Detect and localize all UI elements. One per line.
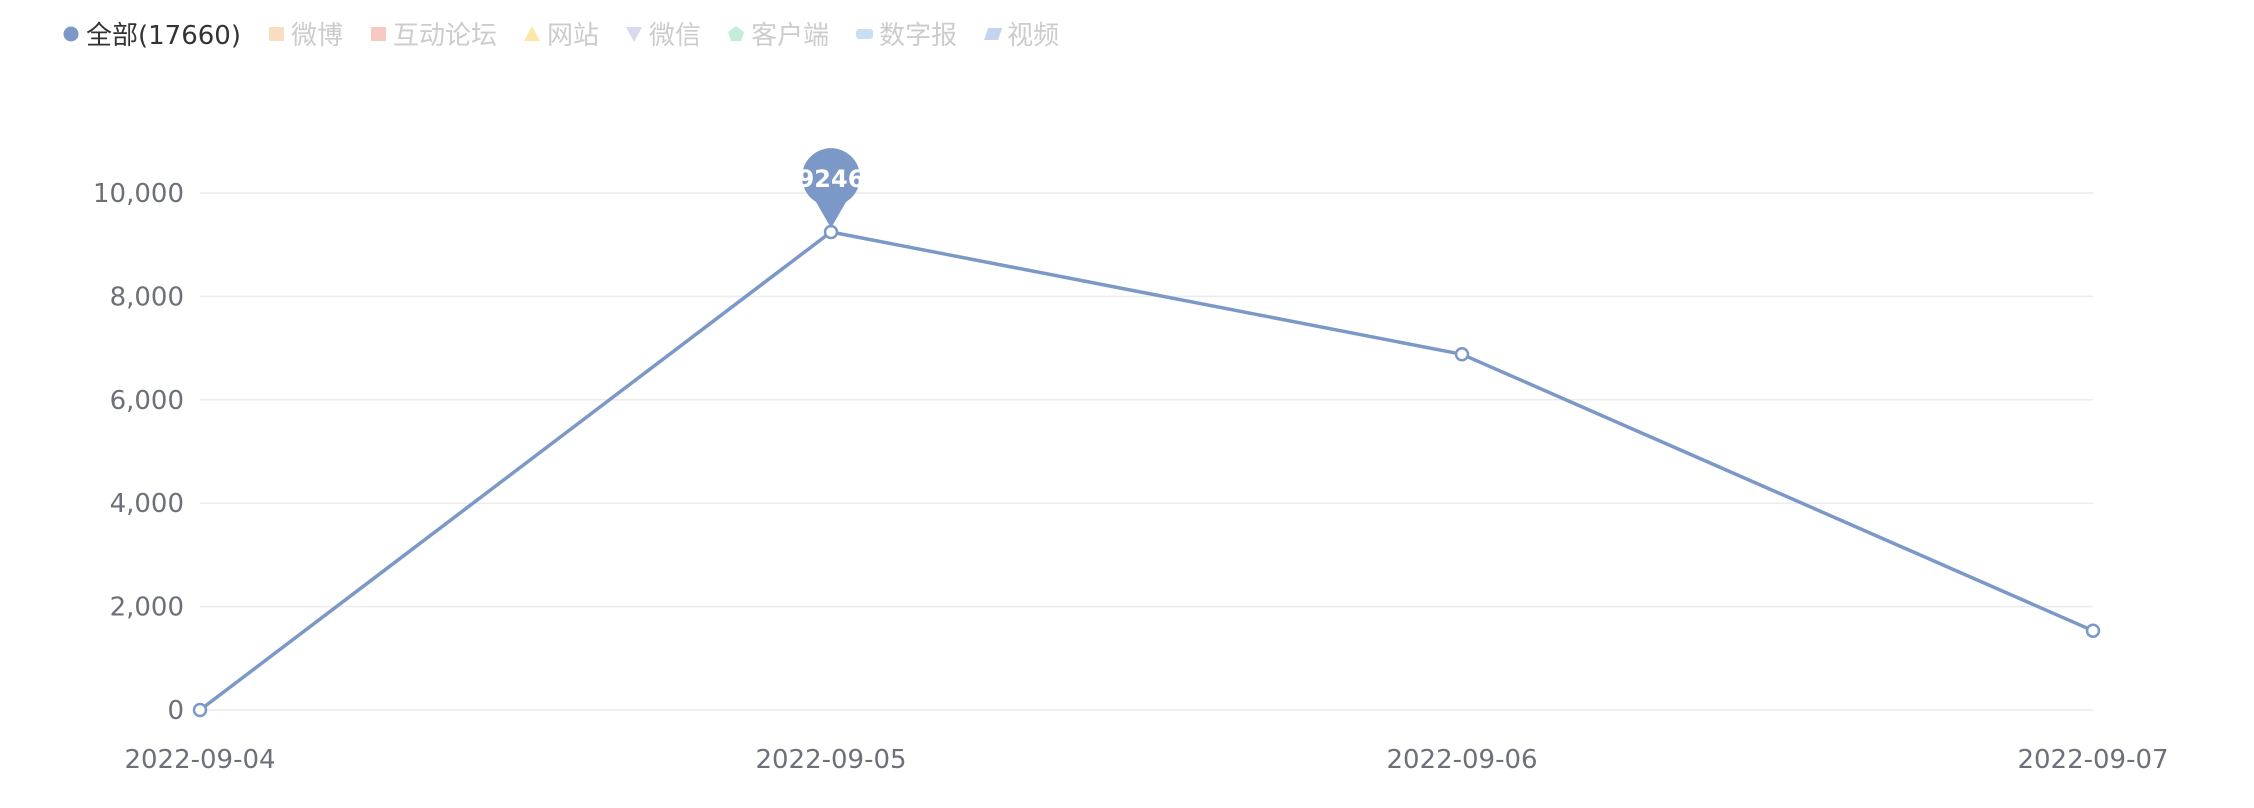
- data-points: [192, 224, 2101, 718]
- legend-item-1[interactable]: 微博: [269, 21, 343, 51]
- y-tick-label: 6,000: [110, 386, 184, 416]
- max-pin-label: 9246: [798, 165, 865, 193]
- y-axis-ticks: 0 2,000 4,000 6,000 8,000 10,000: [93, 179, 184, 726]
- legend-label: 全部(17660): [86, 21, 241, 51]
- legend-label: 数字报: [879, 21, 957, 51]
- legend-parallelogram-icon: [984, 28, 1003, 40]
- legend-pentagon-icon: [728, 26, 745, 41]
- legend-triangle-down-icon: [626, 27, 643, 42]
- legend: 全部(17660) 微博 互动论坛 网站 微信 客户端 数字报 视频: [63, 21, 1059, 51]
- y-tick-label: 2,000: [110, 593, 184, 623]
- legend-item-2[interactable]: 互动论坛: [371, 21, 497, 51]
- legend-rect-icon: [371, 27, 387, 41]
- x-tick-label: 2022-09-04: [124, 745, 275, 775]
- legend-item-5[interactable]: 客户端: [728, 21, 829, 51]
- data-point[interactable]: [2085, 623, 2101, 638]
- x-axis-ticks: 2022-09-04 2022-09-05 2022-09-06 2022-09-07: [124, 745, 2168, 775]
- x-tick-label: 2022-09-07: [2017, 745, 2168, 775]
- y-tick-label: 8,000: [110, 282, 184, 312]
- grid-lines: [200, 192, 2093, 711]
- legend-label: 互动论坛: [393, 21, 497, 51]
- legend-item-6[interactable]: 数字报: [856, 21, 957, 51]
- legend-circle-icon: [63, 26, 79, 42]
- y-tick-label: 4,000: [110, 489, 184, 519]
- max-pin-icon: [802, 148, 860, 228]
- y-tick-label: 10,000: [93, 179, 184, 209]
- legend-item-0[interactable]: 全部(17660): [63, 21, 242, 51]
- legend-label: 网站: [547, 21, 599, 51]
- legend-triangle-icon: [524, 26, 541, 41]
- x-tick-label: 2022-09-05: [755, 745, 906, 775]
- legend-label: 视频: [1007, 21, 1059, 51]
- legend-item-3[interactable]: 网站: [524, 21, 599, 51]
- legend-label: 客户端: [751, 21, 829, 51]
- series-group: [198, 230, 2095, 712]
- data-point[interactable]: [192, 702, 208, 718]
- legend-item-4[interactable]: 微信: [626, 21, 701, 51]
- series-line: [198, 230, 2095, 712]
- legend-item-7[interactable]: 视频: [984, 21, 1059, 51]
- legend-label: 微博: [291, 21, 343, 51]
- legend-rect-icon: [269, 27, 284, 41]
- y-tick-label: 0: [167, 696, 184, 726]
- legend-label: 微信: [649, 21, 701, 51]
- data-point[interactable]: [1454, 347, 1470, 362]
- max-mark-point: 9246: [798, 148, 865, 228]
- legend-pill-rect-icon: [856, 29, 874, 39]
- x-tick-label: 2022-09-06: [1386, 745, 1537, 775]
